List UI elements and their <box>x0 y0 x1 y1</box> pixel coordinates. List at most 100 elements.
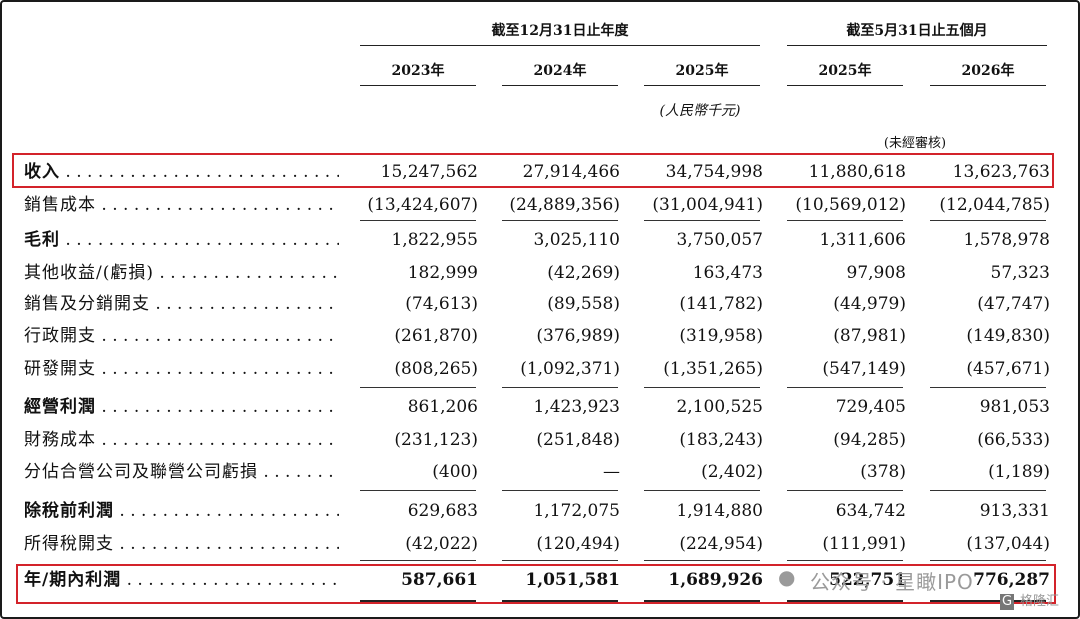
row-value: 3,025,110 <box>533 230 620 250</box>
row-value: 3,750,057 <box>676 230 763 250</box>
table-row: 其他收益/(虧損) 182,999 (42,269) 163,473 97,908 57,… <box>0 258 1080 288</box>
row-value: 1,172,075 <box>533 501 620 521</box>
col-rule-2026-5m <box>930 85 1046 86</box>
row-label: 銷售及分銷開支 <box>24 289 339 319</box>
unaudited-note: (未經審核) <box>883 136 947 151</box>
row-value: 57,323 <box>990 263 1050 283</box>
brand-watermark: 格隆汇 <box>1020 594 1060 609</box>
subtotal-rule <box>787 560 903 561</box>
row-value: 1,822,955 <box>391 230 478 250</box>
row-value: 182,999 <box>407 263 478 283</box>
row-label: 研發開支 <box>24 354 339 384</box>
row-value: 629,683 <box>407 501 478 521</box>
subtotal-rule <box>787 220 903 221</box>
row-value: (66,533) <box>977 430 1050 450</box>
row-value: 15,247,562 <box>380 162 478 182</box>
brand-logo-icon: G <box>1000 594 1015 610</box>
subtotal-rule <box>930 490 1046 491</box>
subtotal-rule <box>502 560 618 561</box>
row-value: (89,558) <box>547 294 620 314</box>
row-value: (808,265) <box>394 359 478 379</box>
row-value: 1,051,581 <box>525 570 620 590</box>
row-value: (44,979) <box>833 294 906 314</box>
subtotal-rule <box>787 387 903 388</box>
row-label: 其他收益/(虧損) <box>24 258 339 288</box>
table-row: 財務成本 (231,123) (251,848) (183,243) (94,285) (… <box>0 425 1080 455</box>
row-value: 522,751 <box>829 570 906 590</box>
row-value: 97,908 <box>846 263 906 283</box>
table-row: 研發開支 (808,265) (1,092,371) (1,351,265) (547,… <box>0 354 1080 384</box>
row-value: (378) <box>860 462 906 482</box>
table-row: 除稅前利潤 629,683 1,172,075 1,914,880 634,742 913… <box>0 496 1080 526</box>
row-value: (2,402) <box>701 462 763 482</box>
row-value: (400) <box>432 462 478 482</box>
col-header-2025-5m: 2025年 <box>818 63 872 79</box>
row-value: 1,578,978 <box>963 230 1050 250</box>
col-rule-2024 <box>502 85 618 86</box>
table-row: 所得稅開支 (42,022) (120,494) (224,954) (111,991)… <box>0 529 1080 559</box>
row-value: (31,004,941) <box>652 195 763 215</box>
row-value: 1,689,926 <box>668 570 763 590</box>
col-header-2026-5m: 2026年 <box>961 63 1015 79</box>
col-rule-2023 <box>360 85 476 86</box>
currency-note: (人民幣千元) <box>659 103 741 119</box>
col-header-2024: 2024年 <box>533 63 587 79</box>
col-header-2025: 2025年 <box>675 63 729 79</box>
subtotal-rule <box>502 490 618 491</box>
table-row: 銷售及分銷開支 (74,613) (89,558) (141,782) (44,979)… <box>0 289 1080 319</box>
subtotal-rule <box>930 220 1046 221</box>
row-value: 981,053 <box>979 397 1050 417</box>
row-label: 所得稅開支 <box>24 529 339 559</box>
row-value: (13,424,607) <box>367 195 478 215</box>
subtotal-rule <box>502 220 618 221</box>
subtotal-rule <box>930 387 1046 388</box>
row-value: (261,870) <box>394 326 478 346</box>
table-row: 經營利潤 861,206 1,423,923 2,100,525 729,405 981,… <box>0 392 1080 422</box>
row-label: 年/期內利潤 <box>24 565 339 595</box>
subtotal-rule <box>787 490 903 491</box>
row-value: (231,123) <box>394 430 478 450</box>
row-value: 776,287 <box>973 570 1050 590</box>
row-value: (137,044) <box>966 534 1050 554</box>
row-value: (42,269) <box>547 263 620 283</box>
subtotal-rule <box>644 387 760 388</box>
row-value: (319,958) <box>679 326 763 346</box>
row-label: 除稅前利潤 <box>24 496 339 526</box>
row-value: 1,423,923 <box>533 397 620 417</box>
row-value: (183,243) <box>679 430 763 450</box>
row-value: (120,494) <box>536 534 620 554</box>
revenue-highlight-box <box>12 153 1054 188</box>
subtotal-rule <box>360 490 476 491</box>
watermark-text: 公众号 · 星瞰IPO <box>810 570 974 594</box>
subtotal-rule <box>502 387 618 388</box>
table-row: 銷售成本 (13,424,607) (24,889,356) (31,004,941)… <box>0 190 1080 220</box>
row-value: 913,331 <box>979 501 1050 521</box>
row-label: 經營利潤 <box>24 392 339 422</box>
table-row: 年/期內利潤 587,661 1,051,581 1,689,926 522,751 77… <box>0 565 1080 595</box>
row-value: (547,149) <box>822 359 906 379</box>
row-value: 11,880,618 <box>808 162 906 182</box>
subtotal-rule <box>360 387 476 388</box>
row-value: (457,671) <box>966 359 1050 379</box>
row-value: (1,092,371) <box>520 359 620 379</box>
row-value: (42,022) <box>405 534 478 554</box>
col-rule-2025 <box>644 85 760 86</box>
row-value: (87,981) <box>833 326 906 346</box>
header-year-rule <box>360 45 760 46</box>
row-value: 634,742 <box>835 501 906 521</box>
subtotal-rule <box>360 220 476 221</box>
row-label: 收入 <box>24 157 339 187</box>
row-value: (149,830) <box>966 326 1050 346</box>
row-value: 163,473 <box>692 263 763 283</box>
row-value: 587,661 <box>401 570 478 590</box>
subtotal-rule <box>644 560 760 561</box>
table-row: 收入 15,247,562 27,914,466 34,754,998 11,880,6… <box>0 157 1080 187</box>
row-value: (111,991) <box>822 534 906 554</box>
wechat-icon: ● <box>778 565 796 589</box>
row-value: (24,889,356) <box>509 195 620 215</box>
row-value: (1,351,265) <box>663 359 763 379</box>
col-header-2023: 2023年 <box>391 63 445 79</box>
row-value: 1,914,880 <box>676 501 763 521</box>
row-value: (141,782) <box>679 294 763 314</box>
